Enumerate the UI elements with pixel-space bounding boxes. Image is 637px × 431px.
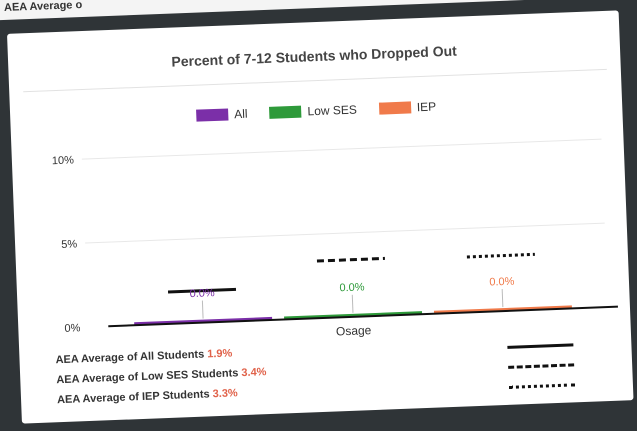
data-label-leader [501,289,504,308]
data-label-leader [201,300,204,319]
gridline [81,138,602,160]
gridline [85,222,605,244]
previous-panel-text: AEA Average o [3,0,83,14]
y-tick-label: 5% [61,238,78,251]
note-iep-value: 3.3% [212,387,238,401]
note-iep-text: AEA Average of IEP Students [56,388,210,407]
data-label-leader [351,294,354,313]
x-axis-baseline [108,305,618,328]
plot-area: 0% 5% 10% 0.0% 0.0% 0.0% Osage [52,138,618,338]
y-tick-label: 10% [52,154,75,167]
aea-averages-notes: AEA Average of All Students 1.9% AEA Ave… [55,342,267,410]
key-dashed-line [508,354,575,377]
data-label: 0.0% [339,281,365,294]
aea-average-marker [466,252,535,259]
note-all-value: 1.9% [207,347,233,361]
data-label: 0.0% [189,287,215,300]
key-solid-line [507,334,574,357]
note-low-ses-value: 3.4% [241,366,267,380]
line-style-key [507,334,575,396]
chart-card: Percent of 7-12 Students who Dropped Out… [7,10,634,424]
y-tick-label: 0% [64,322,81,335]
aea-average-marker [167,287,237,294]
data-label: 0.0% [489,276,515,289]
x-category-label: Osage [336,323,372,338]
aea-average-marker [316,256,385,263]
key-dotted-line [508,374,576,397]
note-all-text: AEA Average of All Students [55,348,205,367]
